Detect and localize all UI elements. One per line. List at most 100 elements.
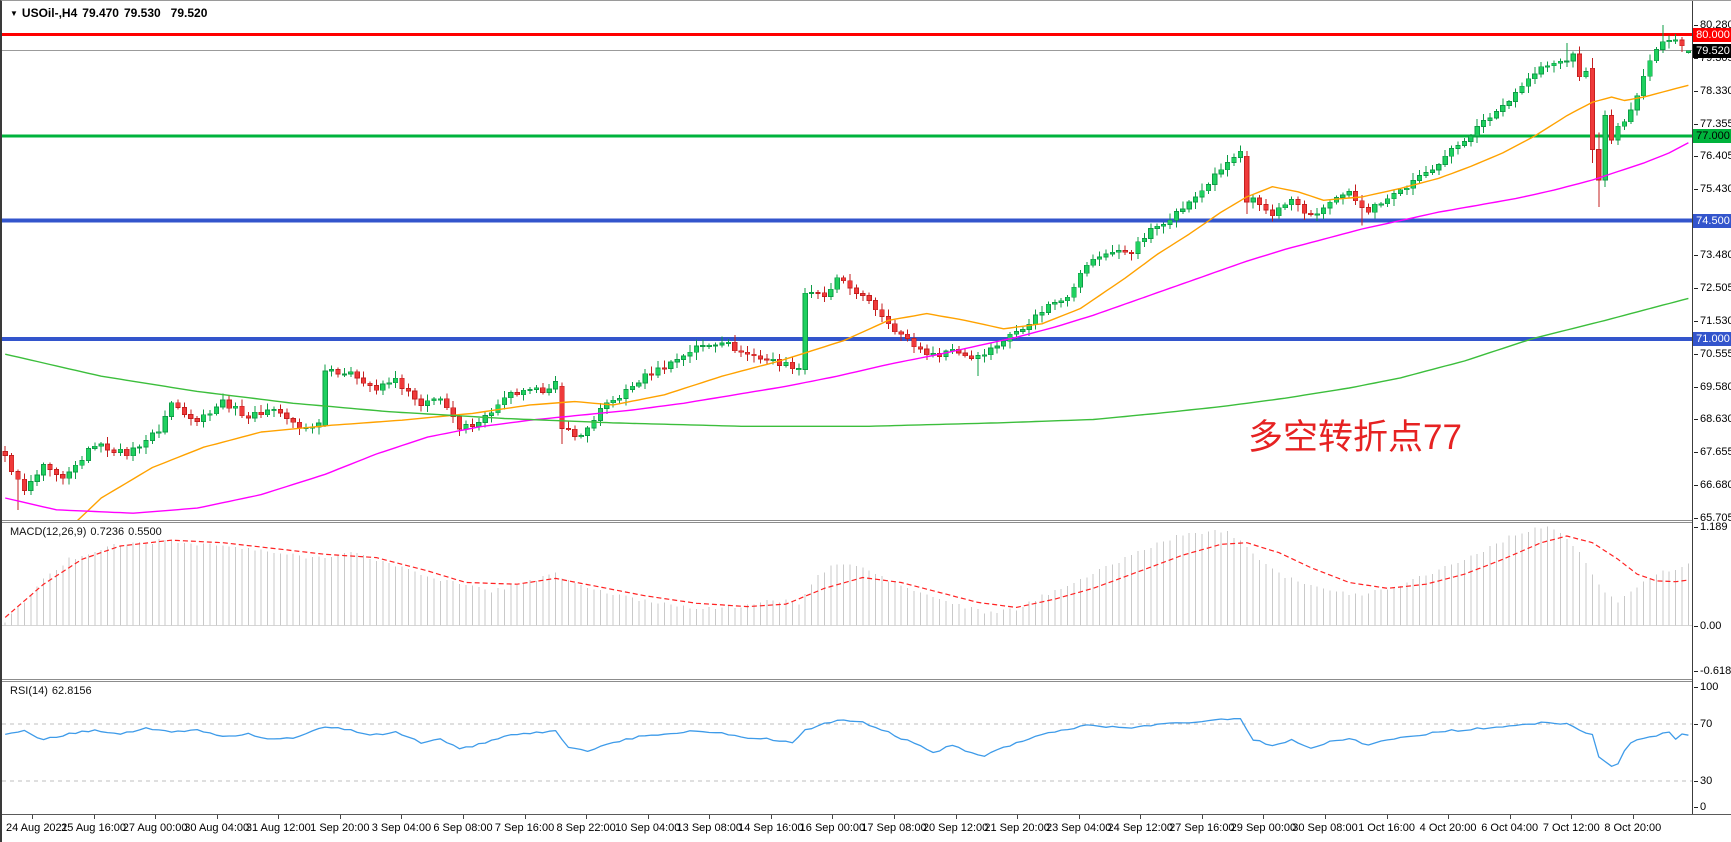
- time-axis-tick: [1571, 815, 1573, 819]
- time-axis-label: 30 Sep 08:00: [1292, 822, 1358, 834]
- time-axis-label: 6 Oct 04:00: [1481, 822, 1539, 834]
- time-axis-label: 13 Sep 08:00: [676, 822, 742, 834]
- price-axis-tick: [1694, 320, 1698, 322]
- time-axis-label: 30 Aug 04:00: [184, 822, 250, 834]
- macd-canvas[interactable]: [2, 523, 1692, 679]
- time-axis-tick: [1448, 815, 1450, 819]
- price-axis-tick: [1694, 419, 1698, 421]
- price-axis-tick: [1694, 386, 1698, 388]
- price-axis-label: 76.405: [1700, 150, 1731, 163]
- price-axis-tick: [1694, 90, 1698, 92]
- price-level-badge: 80.000: [1693, 27, 1731, 42]
- time-axis-tick: [278, 815, 280, 819]
- macd-axis-tick: [1694, 527, 1698, 528]
- macd-axis-label: -0.6182: [1700, 665, 1731, 677]
- price-axis-tick: [1694, 156, 1698, 158]
- time-axis-label: 27 Aug 00:00: [122, 822, 188, 834]
- price-axis-tick: [1694, 518, 1698, 519]
- time-axis-tick: [709, 815, 711, 819]
- time-axis-label: 16 Sep 00:00: [799, 822, 866, 834]
- panel-separator[interactable]: [2, 679, 1731, 682]
- symbol-dropdown-icon[interactable]: ▼: [10, 9, 18, 18]
- macd-axis-tick: [1694, 671, 1698, 672]
- price-axis-label: 71.530: [1700, 314, 1731, 327]
- price-chart-canvas[interactable]: [2, 1, 1692, 520]
- time-axis-label: 7 Oct 12:00: [1542, 822, 1600, 834]
- time-axis-label: 8 Sep 22:00: [556, 822, 616, 834]
- time-axis-label: 1 Sep 20:00: [310, 822, 370, 834]
- price-axis-tick: [1694, 485, 1698, 487]
- time-axis-tick: [893, 815, 895, 819]
- macd-axis-label: 1.189: [1700, 521, 1728, 533]
- price-axis-label: 75.430: [1700, 183, 1731, 196]
- price-axis-tick: [1694, 123, 1698, 125]
- rsi-axis-tick: [1694, 807, 1698, 808]
- time-axis-label: 17 Sep 08:00: [861, 822, 927, 834]
- time-axis-tick: [1632, 815, 1634, 819]
- time-axis-label: 21 Sep 20:00: [984, 822, 1050, 834]
- chart-title-bar: ▼ USOil-,H4 79.470 79.530 79.520: [10, 6, 207, 20]
- time-axis-label: 29 Sep 00:00: [1230, 822, 1297, 834]
- time-axis-label: 24 Sep 12:00: [1107, 822, 1173, 834]
- time-axis-label: 6 Sep 08:00: [433, 822, 493, 834]
- time-axis-tick: [832, 815, 834, 819]
- time-axis-label: 3 Sep 04:00: [371, 822, 432, 834]
- price-axis-label: 69.580: [1700, 380, 1731, 393]
- panel-separator[interactable]: [2, 520, 1731, 523]
- quote-high: 79.530: [123, 6, 161, 20]
- macd-panel[interactable]: MACD(12,26,9) 0.7236 0.5500: [2, 523, 1692, 679]
- price-axis-label: 78.330: [1700, 84, 1731, 97]
- time-axis-label: 27 Sep 16:00: [1169, 822, 1235, 834]
- time-axis-tick: [647, 815, 649, 819]
- rsi-axis-label: 70: [1700, 718, 1713, 730]
- price-axis-tick: [1694, 57, 1698, 59]
- time-axis-label: 24 Aug 2021: [6, 822, 68, 834]
- annotation-text: 多空转折点77: [1248, 418, 1462, 457]
- time-axis-tick: [770, 815, 772, 819]
- time-axis-tick: [524, 815, 526, 819]
- price-axis-label: 68.630: [1700, 413, 1731, 426]
- quote-close: 79.520: [170, 6, 208, 20]
- price-axis-label: 73.480: [1700, 249, 1731, 262]
- price-level-badge: 77.000: [1693, 129, 1731, 143]
- time-axis-tick: [401, 815, 403, 819]
- rsi-panel[interactable]: RSI(14) 62.8156: [2, 682, 1692, 814]
- price-level-badge: 74.500: [1693, 213, 1731, 228]
- time-axis-tick: [586, 815, 588, 819]
- time-axis-tick: [1386, 815, 1388, 819]
- rsi-canvas[interactable]: [2, 682, 1692, 814]
- macd-axis-label: 0.00: [1700, 619, 1722, 632]
- current-price-badge: 79.520: [1693, 43, 1731, 58]
- price-axis[interactable]: 80.28079.30578.33077.35576.40575.43074.4…: [1692, 1, 1731, 814]
- price-axis-tick: [1694, 287, 1698, 289]
- time-axis-tick: [32, 815, 33, 819]
- macd-axis-tick: [1694, 625, 1698, 627]
- time-axis-tick: [1263, 815, 1265, 819]
- time-axis-label: 1 Oct 16:00: [1358, 822, 1415, 834]
- time-axis-tick: [1078, 815, 1080, 819]
- time-axis-tick: [155, 815, 157, 819]
- price-axis-tick: [1694, 255, 1698, 257]
- time-axis-tick: [1201, 815, 1203, 819]
- time-axis-label: 8 Oct 20:00: [1604, 822, 1662, 834]
- time-axis-label: 31 Aug 12:00: [245, 822, 311, 834]
- time-axis-label: 10 Sep 04:00: [614, 822, 681, 834]
- symbol-name: USOil-,H4: [21, 6, 78, 20]
- time-axis-label: 23 Sep 04:00: [1045, 822, 1112, 834]
- rsi-label: RSI(14) 62.8156: [10, 685, 92, 697]
- price-axis-label: 65.705: [1700, 512, 1731, 524]
- time-axis-tick: [1509, 815, 1511, 819]
- time-axis[interactable]: 24 Aug 2021 25 Aug 16:00 27 Aug 00:00 30 Au…: [2, 815, 1731, 842]
- time-axis-line: [2, 814, 1731, 815]
- time-axis-tick: [93, 815, 95, 819]
- price-axis-tick: [1694, 189, 1698, 191]
- price-axis-tick: [1694, 25, 1698, 26]
- time-axis-label: 7 Sep 16:00: [494, 822, 555, 834]
- time-axis-tick: [462, 815, 464, 819]
- price-axis-label: 72.505: [1700, 281, 1731, 294]
- price-axis-tick: [1694, 452, 1698, 454]
- time-axis-label: 25 Aug 16:00: [61, 822, 126, 834]
- price-chart-panel[interactable]: ▼ USOil-,H4 79.470 79.530 79.520 多空转折点77: [2, 1, 1692, 520]
- time-axis-tick: [216, 815, 218, 819]
